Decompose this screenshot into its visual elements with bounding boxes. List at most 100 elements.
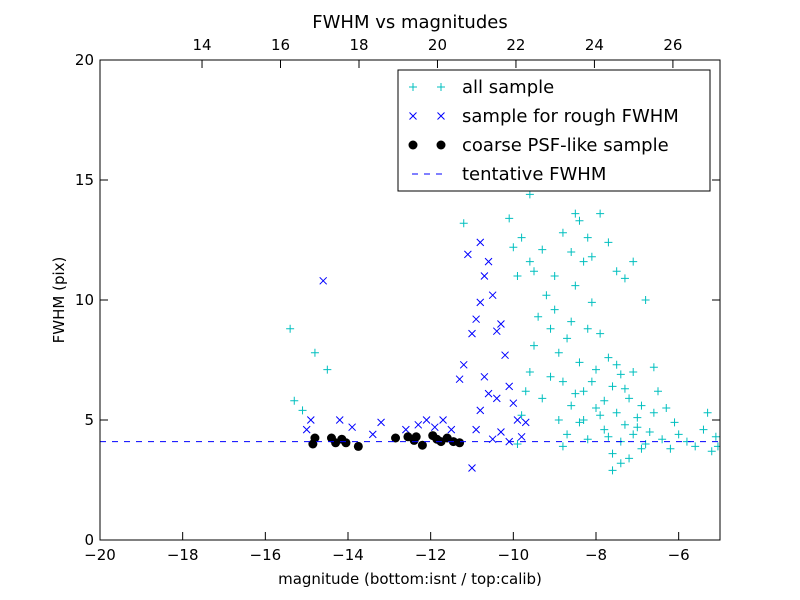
rough-point: [319, 276, 328, 285]
x-tick-label: −16: [250, 546, 282, 564]
sample-point: [658, 435, 667, 444]
legend-entry: sample for rough FWHM: [409, 106, 679, 127]
series-0: [286, 190, 720, 475]
sample-point: [691, 442, 700, 451]
top-x-tick-label: 22: [506, 36, 525, 54]
x-axis-label: magnitude (bottom:isnt / top:calib): [278, 570, 542, 588]
sample-point: [596, 329, 605, 338]
sample-point: [620, 384, 629, 393]
rough-point: [377, 418, 385, 427]
rough-point: [497, 320, 505, 328]
rough-point: [476, 406, 485, 415]
data-layer: [100, 190, 720, 475]
legend-swatch: [409, 112, 417, 120]
rough-point: [517, 432, 526, 441]
sample-point: [542, 291, 551, 300]
sample-point: [513, 440, 522, 448]
sample-point: [554, 348, 563, 357]
psf-point: [308, 439, 318, 449]
legend-swatch: [408, 140, 418, 150]
rough-point: [468, 464, 476, 472]
legend-swatch: [437, 112, 445, 120]
y-tick-label: 0: [84, 531, 94, 549]
y-tick-label: 15: [75, 171, 94, 189]
sample-point: [563, 430, 572, 439]
sample-point: [546, 324, 555, 333]
rough-point: [439, 416, 447, 424]
sample-point: [558, 442, 567, 451]
legend-label: coarse PSF-like sample: [462, 135, 669, 156]
top-x-tick-label: 24: [585, 36, 604, 54]
sample-point: [592, 365, 600, 374]
rough-point: [513, 416, 522, 424]
sample-point: [608, 449, 617, 458]
sample-point: [713, 442, 720, 451]
top-x-tick-label: 16: [271, 36, 290, 54]
sample-point: [509, 243, 518, 252]
sample-point: [563, 334, 572, 343]
legend-label: tentative FWHM: [462, 164, 606, 185]
sample-point: [521, 387, 530, 396]
sample-point: [616, 459, 625, 468]
sample-point: [513, 272, 522, 280]
y-tick-label: 20: [75, 51, 94, 69]
sample-point: [298, 406, 307, 415]
rough-point: [302, 425, 311, 434]
rough-point: [492, 327, 501, 336]
sample-point: [583, 233, 592, 242]
rough-point: [459, 360, 468, 369]
rough-point: [402, 425, 410, 434]
sample-point: [525, 368, 534, 376]
sample-point: [699, 425, 708, 434]
rough-point: [488, 435, 497, 444]
top-x-tick-label: 26: [663, 36, 682, 54]
sample-point: [525, 257, 534, 266]
rough-point: [414, 420, 423, 429]
rough-point: [488, 291, 497, 300]
legend-swatch: [409, 83, 417, 91]
sample-point: [596, 411, 605, 420]
sample-point: [604, 238, 613, 247]
sample-point: [629, 430, 638, 439]
sample-point: [625, 394, 634, 403]
sample-point: [567, 317, 576, 326]
sample-point: [649, 363, 658, 372]
rough-point: [509, 399, 518, 408]
sample-point: [459, 219, 468, 228]
rough-point: [348, 423, 356, 432]
sample-point: [612, 267, 621, 276]
sample-point: [587, 377, 596, 386]
rough-point: [476, 238, 485, 247]
legend-label: sample for rough FWHM: [462, 106, 679, 127]
series-2: [308, 431, 465, 451]
sample-point: [575, 358, 584, 367]
sample-point: [546, 372, 555, 381]
sample-point: [579, 387, 588, 396]
sample-point: [604, 432, 613, 441]
sample-point: [530, 341, 538, 350]
rough-point: [422, 416, 431, 424]
psf-point: [417, 440, 427, 450]
sample-point: [530, 267, 538, 276]
rough-point: [480, 372, 489, 381]
rough-point: [484, 389, 493, 398]
sample-point: [517, 233, 526, 242]
sample-point: [538, 394, 547, 403]
rough-point: [521, 418, 530, 427]
legend-label: all sample: [462, 77, 554, 98]
sample-point: [612, 408, 621, 417]
legend: all sample sample for rough FWHM coarse PS…: [397, 69, 711, 192]
rough-point: [306, 416, 315, 424]
sample-point: [666, 444, 675, 453]
y-tick-label: 5: [84, 411, 94, 429]
legend-entry: all sample: [409, 77, 554, 98]
rough-point: [505, 382, 514, 391]
rough-point: [472, 425, 480, 434]
sample-point: [567, 401, 576, 410]
sample-point: [641, 296, 650, 304]
sample-point: [662, 404, 671, 412]
rough-point: [430, 423, 439, 432]
rough-point: [464, 250, 472, 259]
sample-point: [583, 435, 592, 444]
legend-box: [397, 69, 711, 192]
